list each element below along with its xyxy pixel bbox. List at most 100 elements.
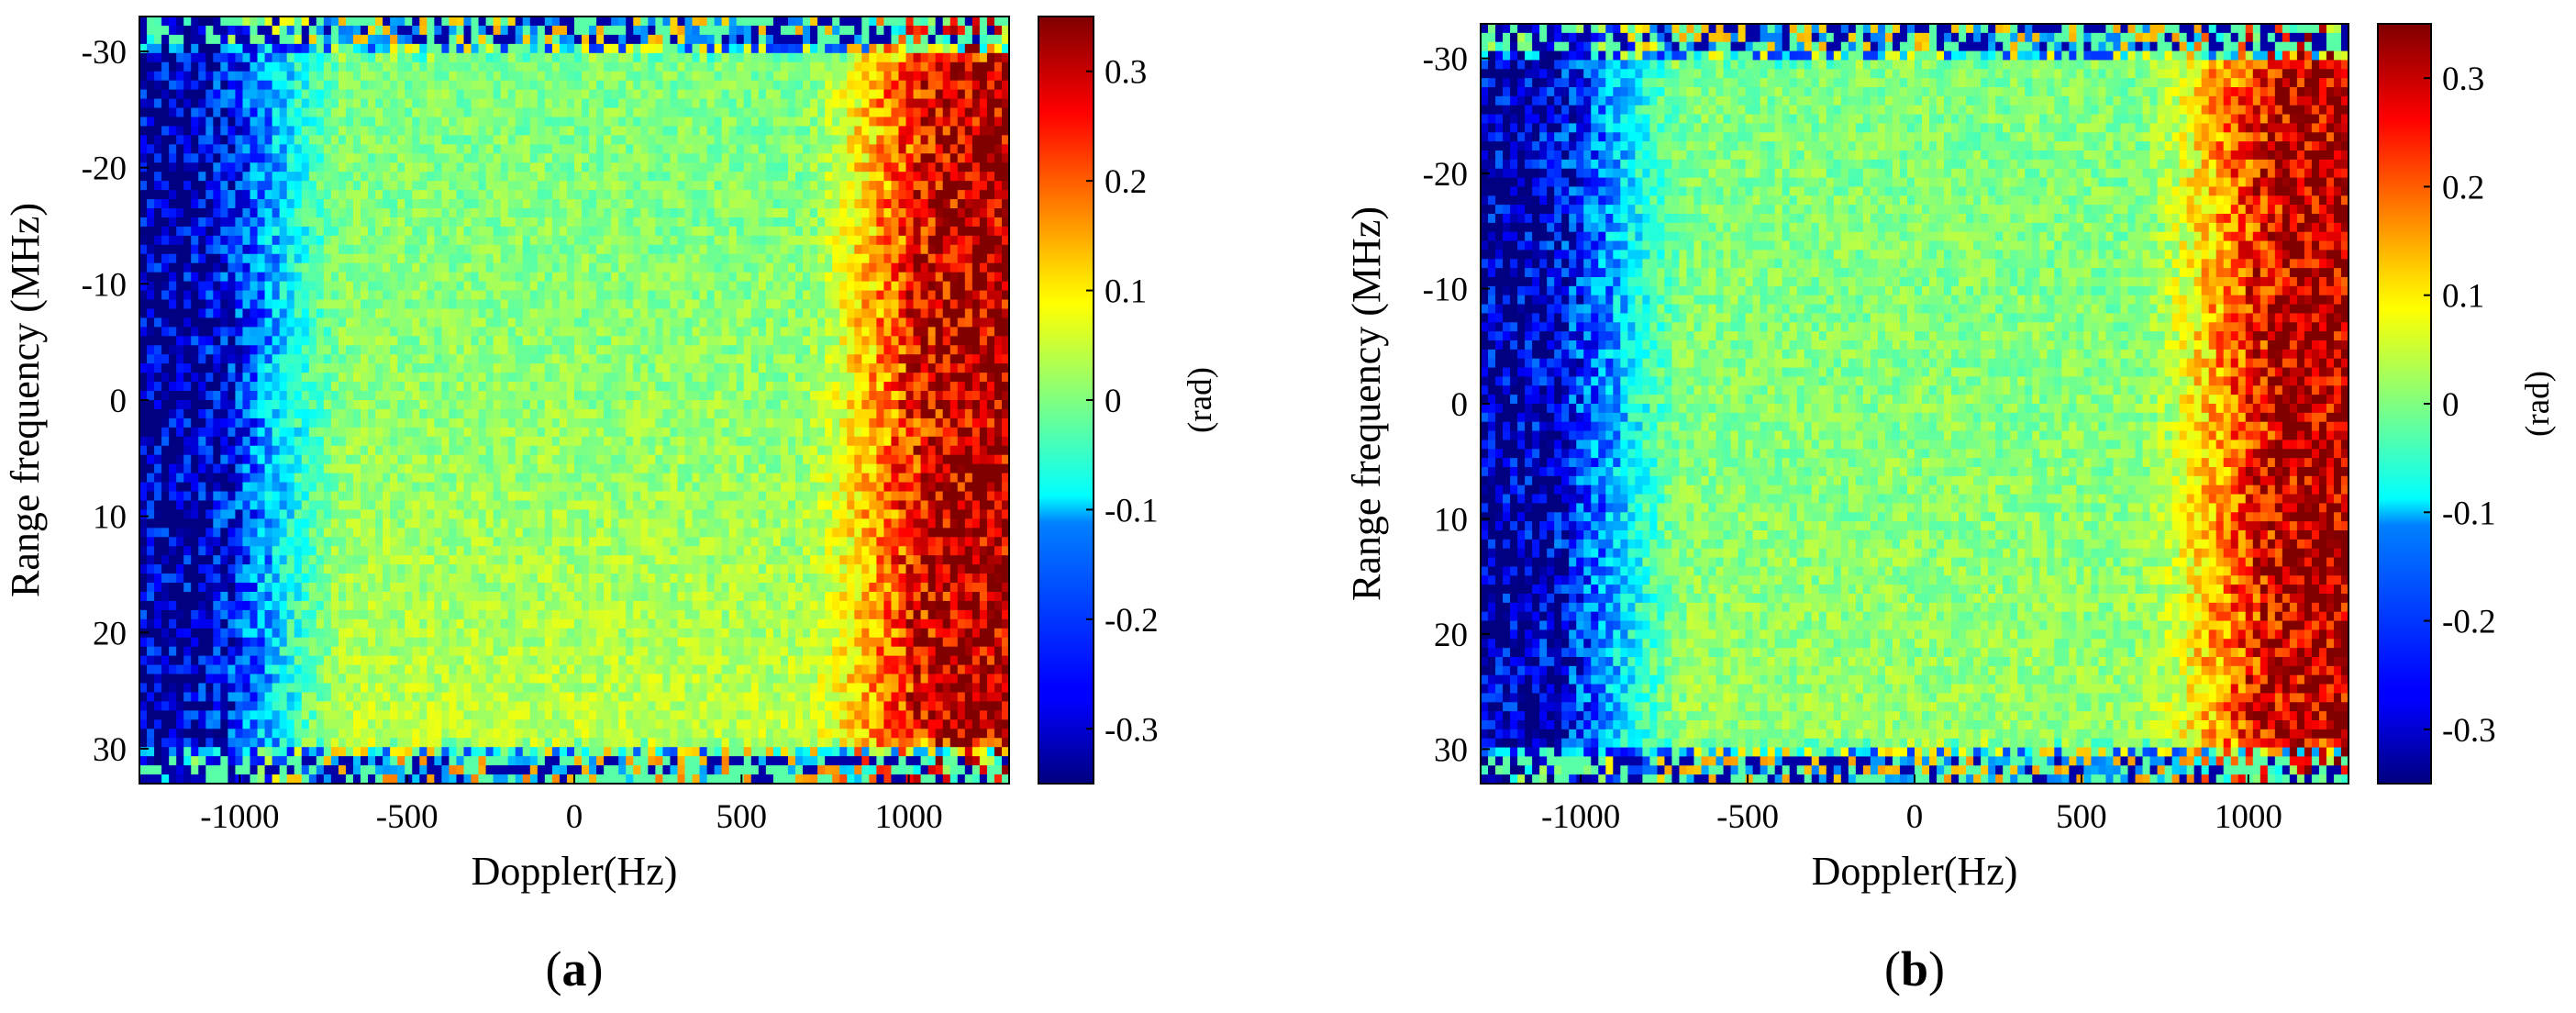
- heatmap-cell: [419, 107, 427, 118]
- heatmap-cell: [817, 135, 826, 145]
- heatmap-cell: [825, 17, 833, 27]
- heatmap-cell: [147, 144, 155, 154]
- heatmap-cell: [368, 172, 376, 182]
- heatmap-cell: [920, 172, 929, 182]
- heatmap-cell: [905, 80, 915, 91]
- heatmap-cell: [803, 117, 811, 128]
- heatmap-cell: [913, 25, 922, 36]
- heatmap-cell: [361, 400, 369, 410]
- heatmap-cell: [692, 299, 701, 310]
- heatmap-cell: [927, 126, 937, 136]
- heatmap-cell: [633, 153, 641, 163]
- heatmap-cell: [869, 281, 877, 292]
- heatmap-cell: [301, 281, 310, 292]
- heatmap-cell: [286, 290, 295, 301]
- heatmap-cell: [618, 71, 627, 82]
- heatmap-cell: [964, 153, 973, 163]
- heatmap-cell: [979, 43, 988, 54]
- heatmap-cell: [220, 327, 228, 337]
- heatmap-cell: [957, 391, 966, 401]
- heatmap-cell: [507, 162, 516, 173]
- heatmap-cell: [736, 253, 745, 264]
- heatmap-cell: [847, 354, 855, 364]
- heatmap-cell: [551, 373, 561, 383]
- heatmap-cell: [706, 190, 716, 200]
- heatmap-cell: [183, 217, 192, 228]
- heatmap-cell: [478, 25, 487, 36]
- heatmap-cell: [154, 354, 162, 364]
- heatmap-cell: [390, 199, 398, 209]
- heatmap-cell: [383, 373, 391, 383]
- heatmap-cell: [257, 80, 266, 91]
- heatmap-cell: [589, 181, 597, 191]
- heatmap-cell: [330, 391, 339, 401]
- heatmap-cell: [383, 262, 391, 273]
- heatmap-cell: [721, 345, 730, 355]
- heatmap-cell: [972, 190, 981, 200]
- heatmap-cell: [854, 208, 862, 218]
- heatmap-cell: [611, 135, 619, 145]
- heatmap-cell: [301, 363, 310, 373]
- heatmap-cell: [706, 262, 716, 273]
- heatmap-cell: [478, 126, 487, 136]
- heatmap-cell: [471, 199, 480, 209]
- heatmap-cell: [338, 25, 347, 36]
- heatmap-cell: [191, 117, 199, 128]
- heatmap-cell: [529, 25, 539, 36]
- heatmap-cell: [522, 373, 531, 383]
- heatmap-cell: [294, 71, 303, 82]
- heatmap-cell: [935, 308, 944, 319]
- heatmap-cell: [714, 317, 723, 328]
- heatmap-cell: [441, 327, 450, 337]
- heatmap-cell: [935, 391, 944, 401]
- heatmap-cell: [876, 153, 885, 163]
- heatmap-cell: [522, 281, 531, 292]
- heatmap-cell: [854, 144, 862, 154]
- heatmap-cell: [537, 80, 546, 91]
- heatmap-cell: [913, 235, 922, 246]
- heatmap-cell: [964, 354, 973, 364]
- heatmap-cell: [139, 253, 148, 264]
- heatmap-cell: [780, 153, 789, 163]
- heatmap-cell: [714, 172, 723, 182]
- heatmap-cell: [242, 281, 251, 292]
- heatmap-cell: [507, 71, 516, 82]
- heatmap-cell: [228, 354, 237, 364]
- heatmap-cell: [913, 244, 922, 255]
- heatmap-cell: [582, 153, 590, 163]
- heatmap-cell: [692, 382, 701, 392]
- heatmap-cell: [876, 34, 885, 45]
- heatmap-cell: [994, 199, 1003, 209]
- heatmap-cell: [264, 299, 273, 310]
- heatmap-cell: [529, 217, 539, 228]
- heatmap-cell: [596, 272, 605, 283]
- heatmap-cell: [787, 17, 796, 27]
- heatmap-cell: [825, 272, 833, 283]
- heatmap-cell: [832, 34, 840, 45]
- heatmap-cell: [839, 135, 848, 145]
- heatmap-cell: [611, 235, 619, 246]
- heatmap-cell: [493, 345, 502, 355]
- heatmap-cell: [891, 117, 900, 128]
- heatmap-cell: [891, 34, 900, 45]
- heatmap-cell: [825, 327, 833, 337]
- heatmap-cell: [795, 117, 804, 128]
- heatmap-cell: [294, 162, 303, 173]
- heatmap-cell: [825, 181, 833, 191]
- heatmap-cell: [795, 299, 804, 310]
- heatmap-cell: [648, 217, 656, 228]
- heatmap-cell: [854, 107, 862, 118]
- heatmap-cell: [338, 61, 347, 72]
- heatmap-cell: [537, 217, 546, 228]
- heatmap-cell: [471, 34, 480, 45]
- heatmap-cell: [213, 272, 221, 283]
- heatmap-cell: [699, 336, 708, 346]
- heatmap-cell: [390, 80, 398, 91]
- heatmap-cell: [986, 52, 995, 63]
- heatmap-cell: [294, 253, 303, 264]
- heatmap-cell: [604, 162, 612, 173]
- heatmap-cell: [935, 43, 944, 54]
- heatmap-cell: [743, 71, 752, 82]
- heatmap-cell: [810, 80, 818, 91]
- heatmap-cell: [692, 126, 701, 136]
